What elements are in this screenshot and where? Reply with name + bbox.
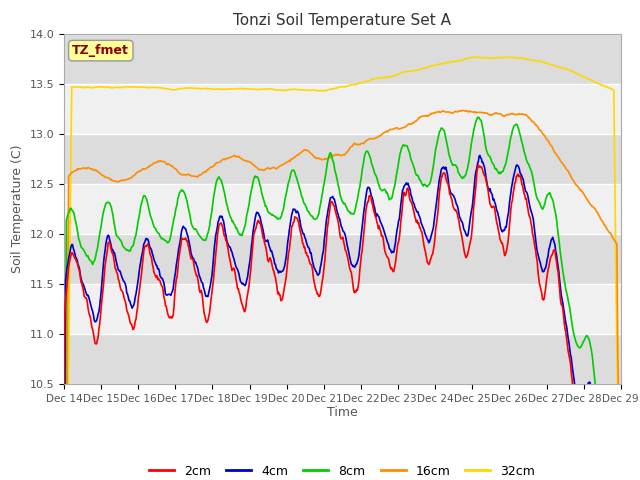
Bar [64, 334, 621, 384]
Bar [64, 84, 621, 134]
Title: Tonzi Soil Temperature Set A: Tonzi Soil Temperature Set A [234, 13, 451, 28]
X-axis label: Time: Time [327, 407, 358, 420]
Bar [64, 34, 621, 84]
Text: TZ_fmet: TZ_fmet [72, 44, 129, 57]
Legend: 2cm, 4cm, 8cm, 16cm, 32cm: 2cm, 4cm, 8cm, 16cm, 32cm [145, 460, 540, 480]
Bar [64, 234, 621, 284]
Bar [64, 134, 621, 184]
Bar [64, 284, 621, 334]
Y-axis label: Soil Temperature (C): Soil Temperature (C) [11, 144, 24, 273]
Bar [64, 184, 621, 234]
